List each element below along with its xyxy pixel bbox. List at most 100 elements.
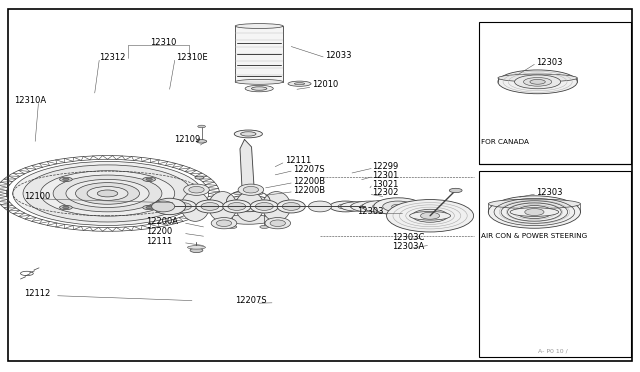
Ellipse shape [238, 184, 264, 195]
Ellipse shape [236, 192, 264, 221]
Ellipse shape [510, 208, 559, 217]
Text: 12302: 12302 [372, 188, 399, 197]
Ellipse shape [189, 186, 204, 193]
Text: 12010: 12010 [312, 80, 338, 89]
Ellipse shape [241, 132, 256, 136]
Ellipse shape [236, 23, 284, 29]
Ellipse shape [190, 248, 203, 253]
Ellipse shape [66, 179, 149, 208]
Text: 12303A: 12303A [392, 242, 424, 251]
Ellipse shape [372, 203, 393, 209]
Ellipse shape [228, 225, 237, 228]
Text: 12299: 12299 [372, 162, 399, 171]
Ellipse shape [262, 192, 291, 221]
Ellipse shape [383, 201, 413, 212]
Ellipse shape [498, 74, 577, 82]
Ellipse shape [201, 203, 219, 210]
Ellipse shape [392, 204, 404, 209]
Ellipse shape [530, 80, 545, 84]
Ellipse shape [224, 215, 273, 224]
Ellipse shape [228, 195, 269, 206]
Ellipse shape [173, 203, 191, 210]
Text: 12303: 12303 [536, 188, 563, 197]
Ellipse shape [60, 205, 72, 210]
Ellipse shape [374, 198, 422, 215]
Text: FOR CANADA: FOR CANADA [481, 139, 529, 145]
Ellipse shape [245, 85, 273, 92]
Ellipse shape [243, 186, 259, 193]
Text: 12109: 12109 [174, 135, 200, 144]
Ellipse shape [525, 209, 544, 215]
Text: 12200B: 12200B [293, 177, 325, 186]
Text: 13021: 13021 [372, 180, 399, 189]
Ellipse shape [196, 200, 224, 213]
Ellipse shape [198, 125, 205, 128]
Ellipse shape [524, 77, 552, 86]
Ellipse shape [360, 204, 380, 209]
Text: 12303C: 12303C [392, 233, 424, 242]
Text: 12207S: 12207S [236, 296, 267, 305]
Ellipse shape [209, 192, 237, 221]
Text: 12303: 12303 [536, 58, 563, 67]
Ellipse shape [488, 196, 580, 228]
Ellipse shape [211, 218, 237, 229]
Ellipse shape [270, 220, 285, 227]
Text: 12312: 12312 [99, 53, 125, 62]
Ellipse shape [253, 192, 263, 195]
Bar [236, 26, 284, 82]
Ellipse shape [154, 198, 186, 215]
Ellipse shape [87, 186, 128, 201]
Ellipse shape [234, 207, 244, 210]
Ellipse shape [97, 190, 118, 197]
Ellipse shape [184, 184, 209, 195]
Ellipse shape [250, 200, 278, 213]
Ellipse shape [410, 211, 451, 220]
Ellipse shape [223, 200, 251, 213]
Ellipse shape [236, 198, 261, 204]
Ellipse shape [255, 203, 273, 210]
Ellipse shape [340, 202, 376, 211]
Ellipse shape [63, 206, 69, 209]
Polygon shape [240, 140, 254, 199]
Ellipse shape [236, 79, 284, 84]
Ellipse shape [234, 192, 244, 195]
Ellipse shape [260, 225, 269, 228]
Ellipse shape [152, 201, 175, 212]
Text: 12301: 12301 [372, 171, 399, 180]
Ellipse shape [277, 200, 305, 213]
Text: 12310: 12310 [150, 38, 177, 47]
Ellipse shape [76, 183, 140, 204]
Ellipse shape [23, 165, 192, 222]
Text: 12200A: 12200A [146, 217, 178, 226]
Ellipse shape [40, 171, 175, 216]
Ellipse shape [265, 218, 291, 229]
Ellipse shape [294, 83, 305, 85]
Ellipse shape [288, 81, 311, 86]
Ellipse shape [362, 201, 403, 212]
Ellipse shape [228, 203, 246, 210]
Ellipse shape [168, 200, 196, 213]
Ellipse shape [146, 206, 152, 209]
Ellipse shape [498, 70, 577, 94]
Ellipse shape [60, 177, 72, 182]
Ellipse shape [351, 201, 389, 212]
Ellipse shape [330, 201, 362, 212]
Ellipse shape [63, 178, 69, 180]
Text: 12200B: 12200B [293, 186, 325, 195]
Ellipse shape [53, 175, 162, 212]
Ellipse shape [216, 220, 232, 227]
Ellipse shape [449, 188, 462, 193]
Ellipse shape [350, 204, 367, 209]
Text: 12207S: 12207S [293, 165, 324, 174]
Ellipse shape [195, 176, 204, 179]
Text: 12310E: 12310E [176, 53, 207, 62]
Ellipse shape [515, 75, 561, 89]
Text: 12303: 12303 [357, 207, 383, 216]
Ellipse shape [488, 199, 580, 209]
Ellipse shape [196, 140, 207, 143]
Ellipse shape [308, 201, 332, 212]
Bar [479, 22, 631, 164]
Ellipse shape [253, 207, 263, 210]
Ellipse shape [420, 212, 440, 219]
Text: 12112: 12112 [24, 289, 51, 298]
